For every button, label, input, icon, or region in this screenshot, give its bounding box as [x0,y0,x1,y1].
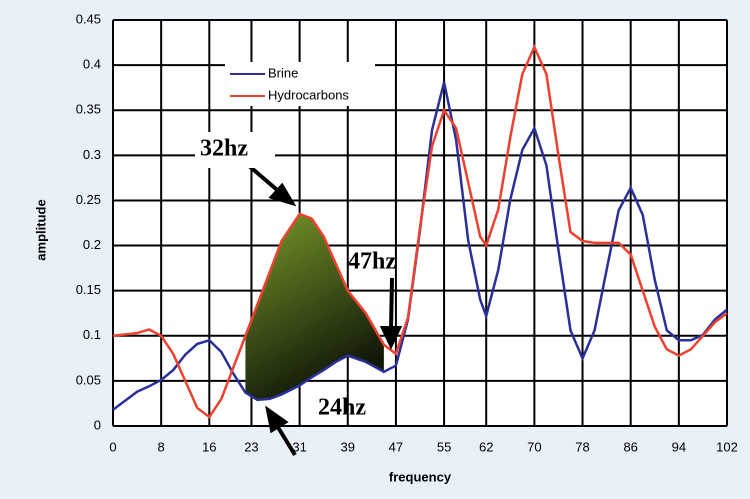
arrow [389,277,394,331]
x-tick-label: 23 [244,439,258,454]
y-tick-label: 0.45 [76,11,101,26]
annotation: 47hz [348,249,396,275]
arrow-head [268,182,297,207]
series-line [112,81,728,411]
arrow-head [379,326,403,350]
shaded-region [245,213,384,400]
x-tick-label: 0 [109,439,116,454]
annotation-bg [195,132,275,168]
y-tick-label: 0.15 [76,282,101,297]
x-tick-label: 47 [389,439,403,454]
legend-label: Hydrocarbons [268,87,349,102]
x-tick-label: 70 [527,439,541,454]
annotation: 32hz [200,136,248,162]
legend-box [225,62,375,106]
y-tick-label: 0.25 [76,192,101,207]
x-tick-label: 78 [575,439,589,454]
arrows [246,163,403,457]
arrow [274,422,297,457]
x-tick-label: 31 [292,439,306,454]
x-tick-label: 94 [672,439,686,454]
y-tick-label: 0.35 [76,102,101,117]
arrow-head [265,405,289,434]
x-tick-label: 39 [341,439,355,454]
y-tick-label: 0.1 [83,327,101,342]
y-tick-label: 0 [94,417,101,432]
x-axis-title: frequency [389,469,452,484]
x-tick-label: 8 [158,439,165,454]
x-tick-label: 16 [202,439,216,454]
y-tick-label: 0.4 [83,57,101,72]
x-tick-label: 62 [479,439,493,454]
y-axis-title: amplitude [33,199,48,260]
series-line [112,43,728,419]
y-tick-label: 0.05 [76,372,101,387]
x-tick-label: 86 [623,439,637,454]
annotation: 24hz [318,395,366,421]
x-tick-label: 55 [437,439,451,454]
y-tick-label: 0.3 [83,147,101,162]
x-tick-label: 102 [716,439,738,454]
legend: Brine Hydrocarbons [225,62,375,106]
legend-label: Brine [268,65,298,80]
y-tick-label: 0.2 [83,237,101,252]
